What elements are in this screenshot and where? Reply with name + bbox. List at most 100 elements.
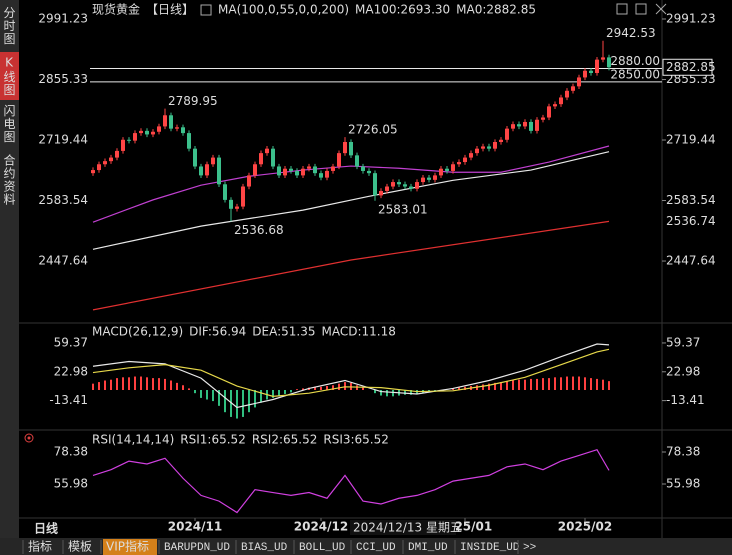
x-tick-label: 2025/02 [558, 520, 612, 534]
candle-body [127, 139, 131, 141]
candle-body [493, 141, 497, 149]
y-tick-label: 2583.54 [666, 193, 716, 207]
candle-body [313, 166, 317, 174]
candle-body [187, 133, 191, 149]
candle-body [265, 148, 269, 154]
settings-icon[interactable] [24, 433, 34, 443]
candle-body [433, 175, 437, 180]
window-icon[interactable] [655, 3, 667, 15]
tab[interactable]: VIP指标 [106, 539, 149, 554]
y-tick-label: 59.37 [666, 335, 700, 349]
candle-body [553, 104, 557, 107]
candle-body [241, 186, 245, 207]
legend-item: MA0:2882.85 [456, 3, 536, 17]
tab[interactable]: >> [523, 542, 536, 554]
candle-body [253, 164, 257, 176]
candle-body [97, 164, 101, 171]
candle-body [373, 173, 377, 196]
tab[interactable]: CCI_UD [356, 542, 396, 554]
sidebar-tab-active [0, 52, 19, 100]
candle-body [175, 127, 179, 129]
tab[interactable]: 指标 [28, 539, 52, 554]
sidebar-tab[interactable]: 分时图 [2, 6, 16, 45]
candle-body [523, 121, 527, 127]
last-price: 2882.85 [666, 60, 716, 74]
candle-body [343, 141, 347, 154]
candle-body [211, 157, 215, 165]
legend-item: RSI2:65.52 [252, 433, 318, 447]
candle-body [607, 57, 611, 68]
candle-body [529, 121, 533, 131]
tab[interactable]: INSIDE_UD [460, 542, 520, 554]
legend-item: RSI3:65.52 [323, 433, 389, 447]
indicator-line [92, 343, 610, 409]
legend-item: 【日线】 [146, 3, 194, 17]
candle-body [445, 168, 449, 171]
legend-item: MACD:11.18 [322, 325, 396, 339]
tab[interactable]: BOLL_UD [299, 542, 346, 554]
candle-body [355, 155, 359, 167]
candle-body [559, 97, 563, 105]
ma-icon[interactable] [200, 4, 212, 16]
tab-bar [0, 538, 732, 555]
y-tick-label: 2583.54 [38, 193, 88, 207]
candle-body [487, 146, 491, 149]
candle-body [535, 119, 539, 131]
candle-body [295, 170, 299, 176]
indicator-line [92, 151, 610, 250]
candle-body [415, 182, 419, 189]
candle-body [427, 177, 431, 180]
candle-body [103, 161, 107, 165]
indicator-name: MA(100,0,55,0,0,200) [218, 3, 349, 17]
y-tick-label: 2447.64 [38, 254, 88, 268]
sidebar-tab[interactable]: K线图 [2, 56, 16, 97]
y-tick-label: 78.38 [666, 445, 700, 459]
price-level-label: 2880.00 [610, 54, 660, 68]
y-tick-label: -13.41 [49, 393, 88, 407]
legend-item: MACD(26,12,9) [92, 325, 183, 339]
sidebar-tab[interactable]: 闪电图 [2, 104, 16, 143]
candle-body [565, 90, 569, 98]
window-icon[interactable] [616, 3, 628, 15]
candle-body [229, 199, 233, 209]
legend-item: DIF:56.94 [189, 325, 246, 339]
candle-body [397, 182, 401, 185]
candle-body [421, 177, 425, 183]
candle-body [115, 150, 119, 158]
candle-body [325, 170, 329, 178]
y-tick-label: 55.98 [666, 477, 700, 491]
window-icon[interactable] [635, 3, 647, 15]
candle-body [451, 164, 455, 171]
tab[interactable]: BARUPDN_UD [164, 542, 230, 554]
candle-body [301, 168, 305, 176]
sidebar-tab[interactable]: 合约资料 [2, 153, 16, 206]
candle-body [391, 182, 395, 187]
candle-body [235, 206, 239, 209]
y-tick-label: -13.41 [666, 393, 705, 407]
high-label: 2942.53 [606, 26, 656, 40]
tab[interactable]: DMI_UD [408, 542, 448, 554]
window-controls[interactable] [616, 3, 667, 15]
candle-body [379, 190, 383, 196]
candle-body [583, 70, 587, 78]
candle-body [577, 77, 581, 87]
candle-body [169, 115, 173, 129]
crosshair-label-box [350, 520, 456, 535]
y-tick-label: 22.98 [54, 364, 88, 378]
candle-body [517, 124, 521, 127]
tab[interactable]: 模板 [68, 540, 92, 554]
candle-body [223, 184, 227, 200]
high-label: 2726.05 [348, 123, 398, 137]
tab[interactable]: BIAS_UD [241, 542, 288, 554]
candle-body [145, 130, 149, 135]
candle-body [475, 148, 479, 154]
candle-body [289, 168, 293, 171]
indicator-line [92, 348, 610, 397]
y-tick-label: 2991.23 [38, 12, 88, 26]
last-price-box [662, 58, 713, 76]
candle-body [139, 130, 143, 134]
candle-body [337, 153, 341, 167]
high-label: 2789.95 [168, 94, 218, 108]
